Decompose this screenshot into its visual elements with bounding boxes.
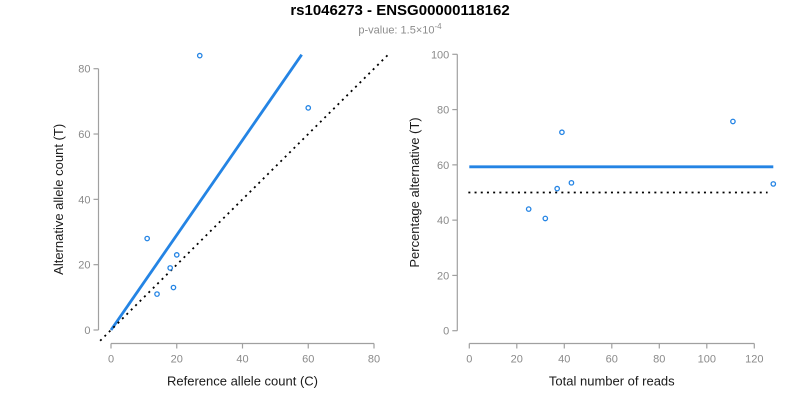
data-point xyxy=(144,235,151,242)
left-plot-allele-counts: 0 20 40 60 80 0 20 40 60 80 Reference allele count… xyxy=(51,52,390,389)
data-point xyxy=(559,129,565,136)
data-point xyxy=(170,284,177,291)
x-tick-label: 60 xyxy=(302,354,314,366)
y-tick-label: 0 xyxy=(84,325,90,337)
x-tick-label: 80 xyxy=(368,354,380,366)
x-tick-label: 80 xyxy=(653,354,665,366)
subtitle-pvalue-exponent: -4 xyxy=(434,22,442,31)
data-point xyxy=(568,179,575,186)
data-point xyxy=(173,252,180,258)
y-tick-label: 60 xyxy=(78,129,90,141)
x-tick-label: 40 xyxy=(558,354,570,366)
y-tick-label: 100 xyxy=(431,49,449,61)
x-tick-label: 20 xyxy=(511,354,523,366)
data-point xyxy=(730,118,736,125)
y-tick-label: 20 xyxy=(78,260,90,272)
y-axis-label: Percentage alternative (T) xyxy=(407,117,422,267)
x-axis-label: Total number of reads xyxy=(549,374,675,389)
y-tick-label: 0 xyxy=(443,326,449,338)
data-point xyxy=(554,185,561,192)
data-point xyxy=(770,181,777,187)
right-plot-percentage: 0 20 40 60 80 100 120 0 20 40 60 80 100 Total number … xyxy=(407,49,777,389)
y-tick-label: 40 xyxy=(78,194,90,206)
data-point xyxy=(196,52,203,59)
data-point xyxy=(525,206,532,212)
data-point xyxy=(305,105,312,111)
data-point xyxy=(542,215,549,222)
y-tick-label: 80 xyxy=(78,64,90,76)
data-point xyxy=(154,291,160,297)
x-tick-label: 120 xyxy=(745,354,763,366)
x-axis-label: Reference allele count (C) xyxy=(167,374,318,389)
y-axis-label: Alternative allele count (T) xyxy=(51,124,66,275)
x-tick-label: 0 xyxy=(108,354,114,366)
fit-line xyxy=(109,53,303,331)
y-tick-label: 60 xyxy=(437,160,449,172)
x-tick-label: 0 xyxy=(466,354,472,366)
identity-line xyxy=(99,53,390,342)
chart-title: rs1046273 - ENSG00000118162 xyxy=(290,2,510,19)
y-tick-label: 80 xyxy=(437,105,449,117)
subtitle-pvalue-text: p-value: 1.5×10 xyxy=(358,24,435,37)
data-point xyxy=(167,265,174,271)
x-tick-label: 100 xyxy=(698,354,716,366)
y-tick-label: 40 xyxy=(437,215,449,227)
y-tick-label: 20 xyxy=(437,270,449,282)
chart-subtitle: p-value: 1.5×10-4 xyxy=(0,21,800,37)
x-tick-label: 40 xyxy=(236,354,248,366)
x-tick-label: 20 xyxy=(171,354,183,366)
x-tick-label: 60 xyxy=(606,354,618,366)
